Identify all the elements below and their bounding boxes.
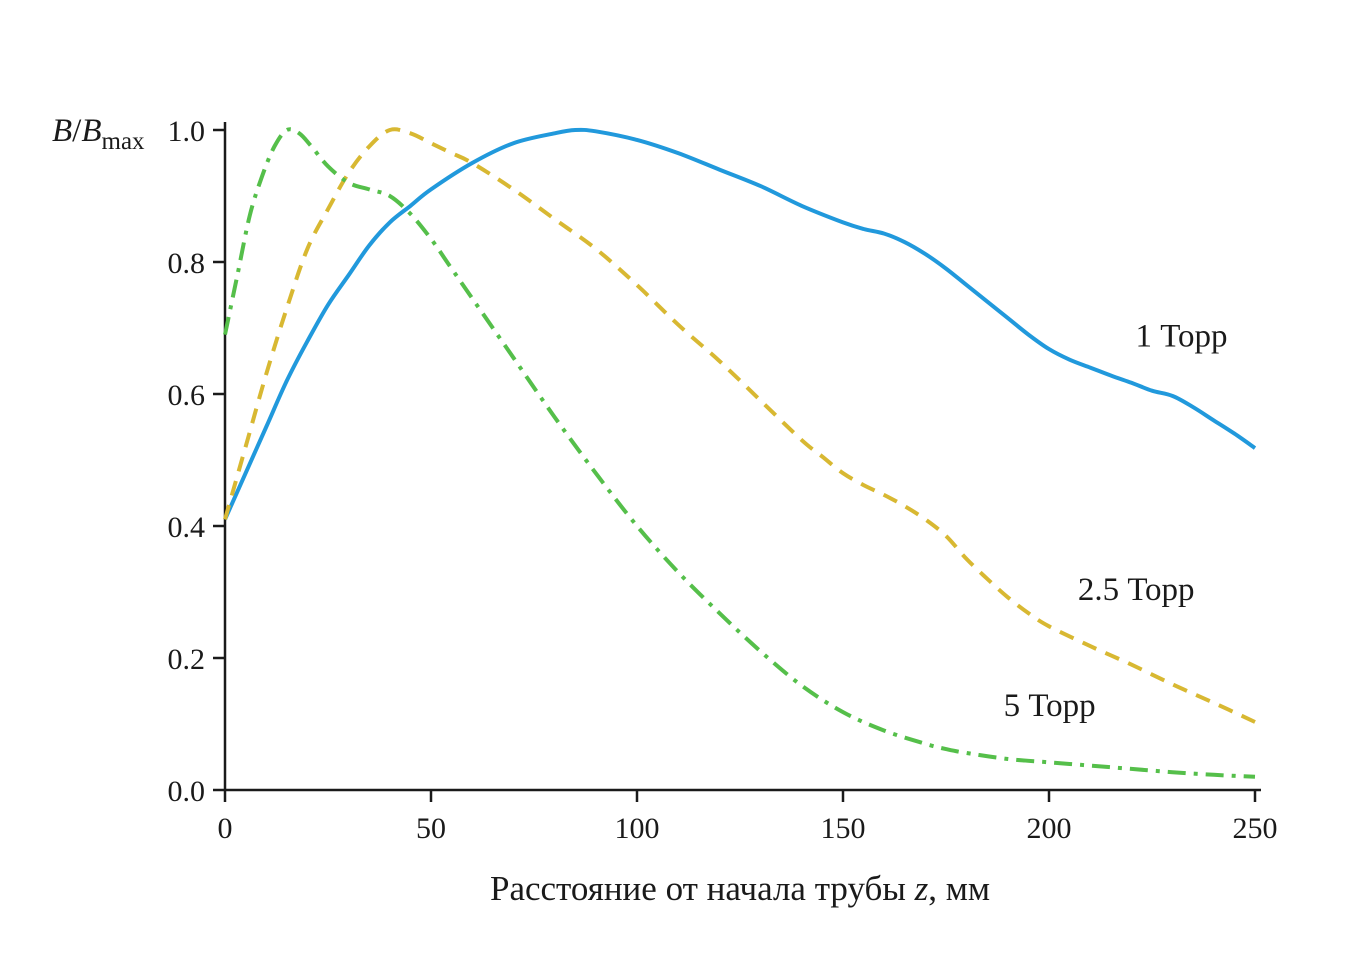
- y-tick-label: 0.6: [168, 379, 206, 412]
- y-tick-label: 1.0: [168, 115, 206, 148]
- series-label-1-торр: 1 Торр: [1136, 318, 1228, 354]
- series-annotations: 1 Торр 2.5 Торр 5 Торр: [1004, 318, 1228, 724]
- series-label-2-5-торр: 2.5 Торр: [1078, 572, 1195, 608]
- series-line-1-торр: [223, 127, 1257, 521]
- series-line-5-торр: [223, 127, 1256, 779]
- x-tick-label: 250: [1233, 812, 1278, 845]
- x-tick-label: 150: [821, 812, 866, 845]
- x-tick-label: 200: [1027, 812, 1072, 845]
- y-tick-label: 0.0: [168, 775, 206, 808]
- y-ticks: 0.0 0.2 0.4 0.6 0.8 1.0: [168, 115, 225, 808]
- y-tick-label: 0.4: [168, 511, 206, 544]
- series-lines: [223, 127, 1257, 779]
- y-axis-title: B/Bmax: [52, 113, 145, 155]
- x-ticks: 0 50 100 150 200 250: [218, 790, 1278, 845]
- x-tick-label: 100: [615, 812, 660, 845]
- x-tick-label: 0: [218, 812, 233, 845]
- axes: [223, 122, 1261, 792]
- y-tick-label: 0.8: [168, 247, 206, 280]
- y-tick-label: 0.2: [168, 643, 206, 676]
- series-line-2-5-торр: [223, 127, 1256, 724]
- series-label-5-торр: 5 Торр: [1004, 688, 1096, 724]
- x-tick-label: 50: [416, 812, 446, 845]
- x-axis-title: Расстояние от начала трубы z, мм: [490, 869, 990, 908]
